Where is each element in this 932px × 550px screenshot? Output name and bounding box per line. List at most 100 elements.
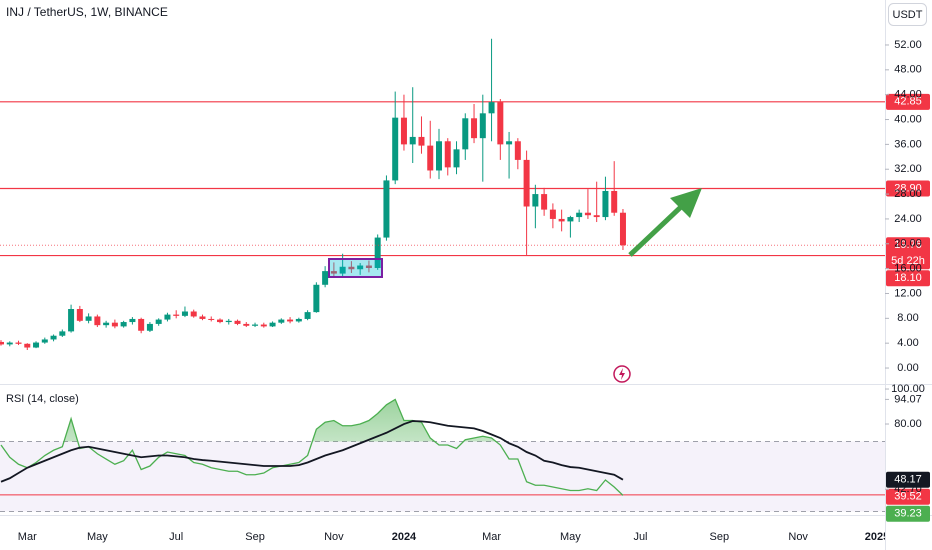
- candle-body: [313, 284, 320, 313]
- rsi-y-tick-label: 42.70: [894, 483, 922, 495]
- candle-body: [76, 309, 83, 321]
- candle-body: [41, 339, 48, 343]
- candle-body: [558, 218, 565, 222]
- y-tick-label: 32.00: [894, 163, 922, 175]
- candle-body: [339, 266, 346, 274]
- candle-body: [436, 141, 442, 171]
- rsi-value-label: 39.23: [894, 508, 922, 520]
- x-tick-label: Jul: [633, 531, 647, 543]
- candle-body: [357, 265, 364, 270]
- candle-body: [225, 320, 232, 323]
- currency-button[interactable]: USDT: [888, 3, 927, 26]
- candle-body: [103, 322, 110, 326]
- rsi-hline-box: [886, 488, 930, 505]
- candle-body: [479, 113, 486, 139]
- y-tick-label: 40.00: [894, 113, 922, 125]
- candle-body: [120, 322, 127, 327]
- candle-body: [94, 316, 101, 326]
- candle-body: [68, 309, 75, 332]
- candle-body: [234, 320, 241, 324]
- x-tick-label: Jul: [169, 531, 183, 543]
- rsi-y-tick-label: 100.00: [891, 383, 925, 395]
- y-tick-label: 12.00: [894, 287, 922, 299]
- candle-body: [330, 271, 337, 274]
- candle-body: [453, 149, 460, 168]
- rsi-line: [0, 398, 624, 496]
- candle-body: [155, 319, 162, 324]
- arrow-head: [670, 188, 702, 218]
- trend-arrow: [628, 188, 702, 257]
- candle-body: [506, 141, 513, 145]
- candle-body: [549, 209, 556, 219]
- candle-body: [383, 180, 390, 238]
- candle-body: [471, 118, 478, 139]
- x-tick-label: May: [560, 531, 581, 543]
- candle-body: [243, 323, 250, 326]
- highlight-box: [328, 258, 383, 278]
- y-tick-label: 16.00: [894, 263, 922, 275]
- rsi-title: RSI (14, close): [6, 393, 79, 405]
- candle-body: [392, 117, 399, 181]
- level-box: [886, 270, 930, 287]
- candle-body: [619, 212, 626, 246]
- y-tick-label: 44.00: [894, 89, 922, 101]
- candle-body: [190, 311, 197, 317]
- y-tick-label: 24.00: [894, 213, 922, 225]
- rsi-value-box: [886, 505, 930, 522]
- candle-body: [287, 319, 294, 322]
- candle-body: [374, 237, 381, 269]
- candle-body: [444, 141, 451, 168]
- x-tick-label: 2025: [865, 531, 889, 543]
- candle-body: [514, 141, 521, 160]
- x-tick-label: Nov: [324, 531, 344, 543]
- plot-area: [0, 38, 885, 351]
- y-tick-label: 20.00: [894, 238, 922, 250]
- candle-body: [488, 102, 495, 114]
- rsi-band: [0, 441, 885, 512]
- rsi-ma-line: [0, 420, 624, 483]
- candle-body: [181, 311, 188, 316]
- chart-title: INJ / TetherUS, 1W, BINANCE: [6, 5, 168, 19]
- y-tick-label: 28.00: [894, 188, 922, 200]
- candle-body: [85, 316, 92, 321]
- currency-button-frame[interactable]: [888, 3, 927, 26]
- x-tick-label: Sep: [710, 531, 730, 543]
- x-tick-label: Nov: [788, 531, 808, 543]
- rsi-y-tick-label: 94.07: [894, 393, 922, 405]
- icon-bolt[interactable]: [619, 368, 625, 380]
- candle-body: [365, 265, 372, 269]
- y-tick-label: 36.00: [894, 138, 922, 150]
- candle-body: [541, 194, 548, 210]
- level-box: [886, 93, 930, 110]
- candle-body: [50, 335, 57, 340]
- level-label: 18.10: [894, 272, 922, 284]
- candle-body: [497, 102, 504, 145]
- arrow-shaft: [628, 203, 685, 257]
- x-tick-label: 2024: [392, 531, 417, 543]
- y-tick-label: 8.00: [897, 312, 918, 324]
- candle-body: [584, 212, 591, 216]
- rsi-hline-label: 39.52: [894, 491, 922, 503]
- candle-body: [208, 318, 215, 320]
- replay-icon[interactable]: [613, 365, 631, 383]
- candle-body: [602, 190, 609, 218]
- level-label: 42.85: [894, 96, 922, 108]
- rsi-ma-box: [886, 471, 930, 488]
- candle-body: [532, 194, 539, 207]
- candle-body: [6, 342, 13, 345]
- candle-body: [427, 145, 434, 171]
- rsi-y-tick-label: 80.00: [894, 418, 922, 430]
- level-label: 28.90: [894, 182, 922, 194]
- x-tick-label: Sep: [245, 531, 265, 543]
- candle-body: [217, 319, 223, 323]
- currency-label[interactable]: USDT: [893, 9, 923, 21]
- candle-body: [576, 212, 583, 218]
- plot-area: Mar May Jul Sep Nov 2024 Mar May Jul Sep Nov 2025: [18, 531, 889, 543]
- candle-body: [111, 322, 118, 327]
- y-tick-label: 0.00: [897, 362, 918, 374]
- last-price-box: [886, 237, 930, 270]
- candle-body: [138, 318, 145, 331]
